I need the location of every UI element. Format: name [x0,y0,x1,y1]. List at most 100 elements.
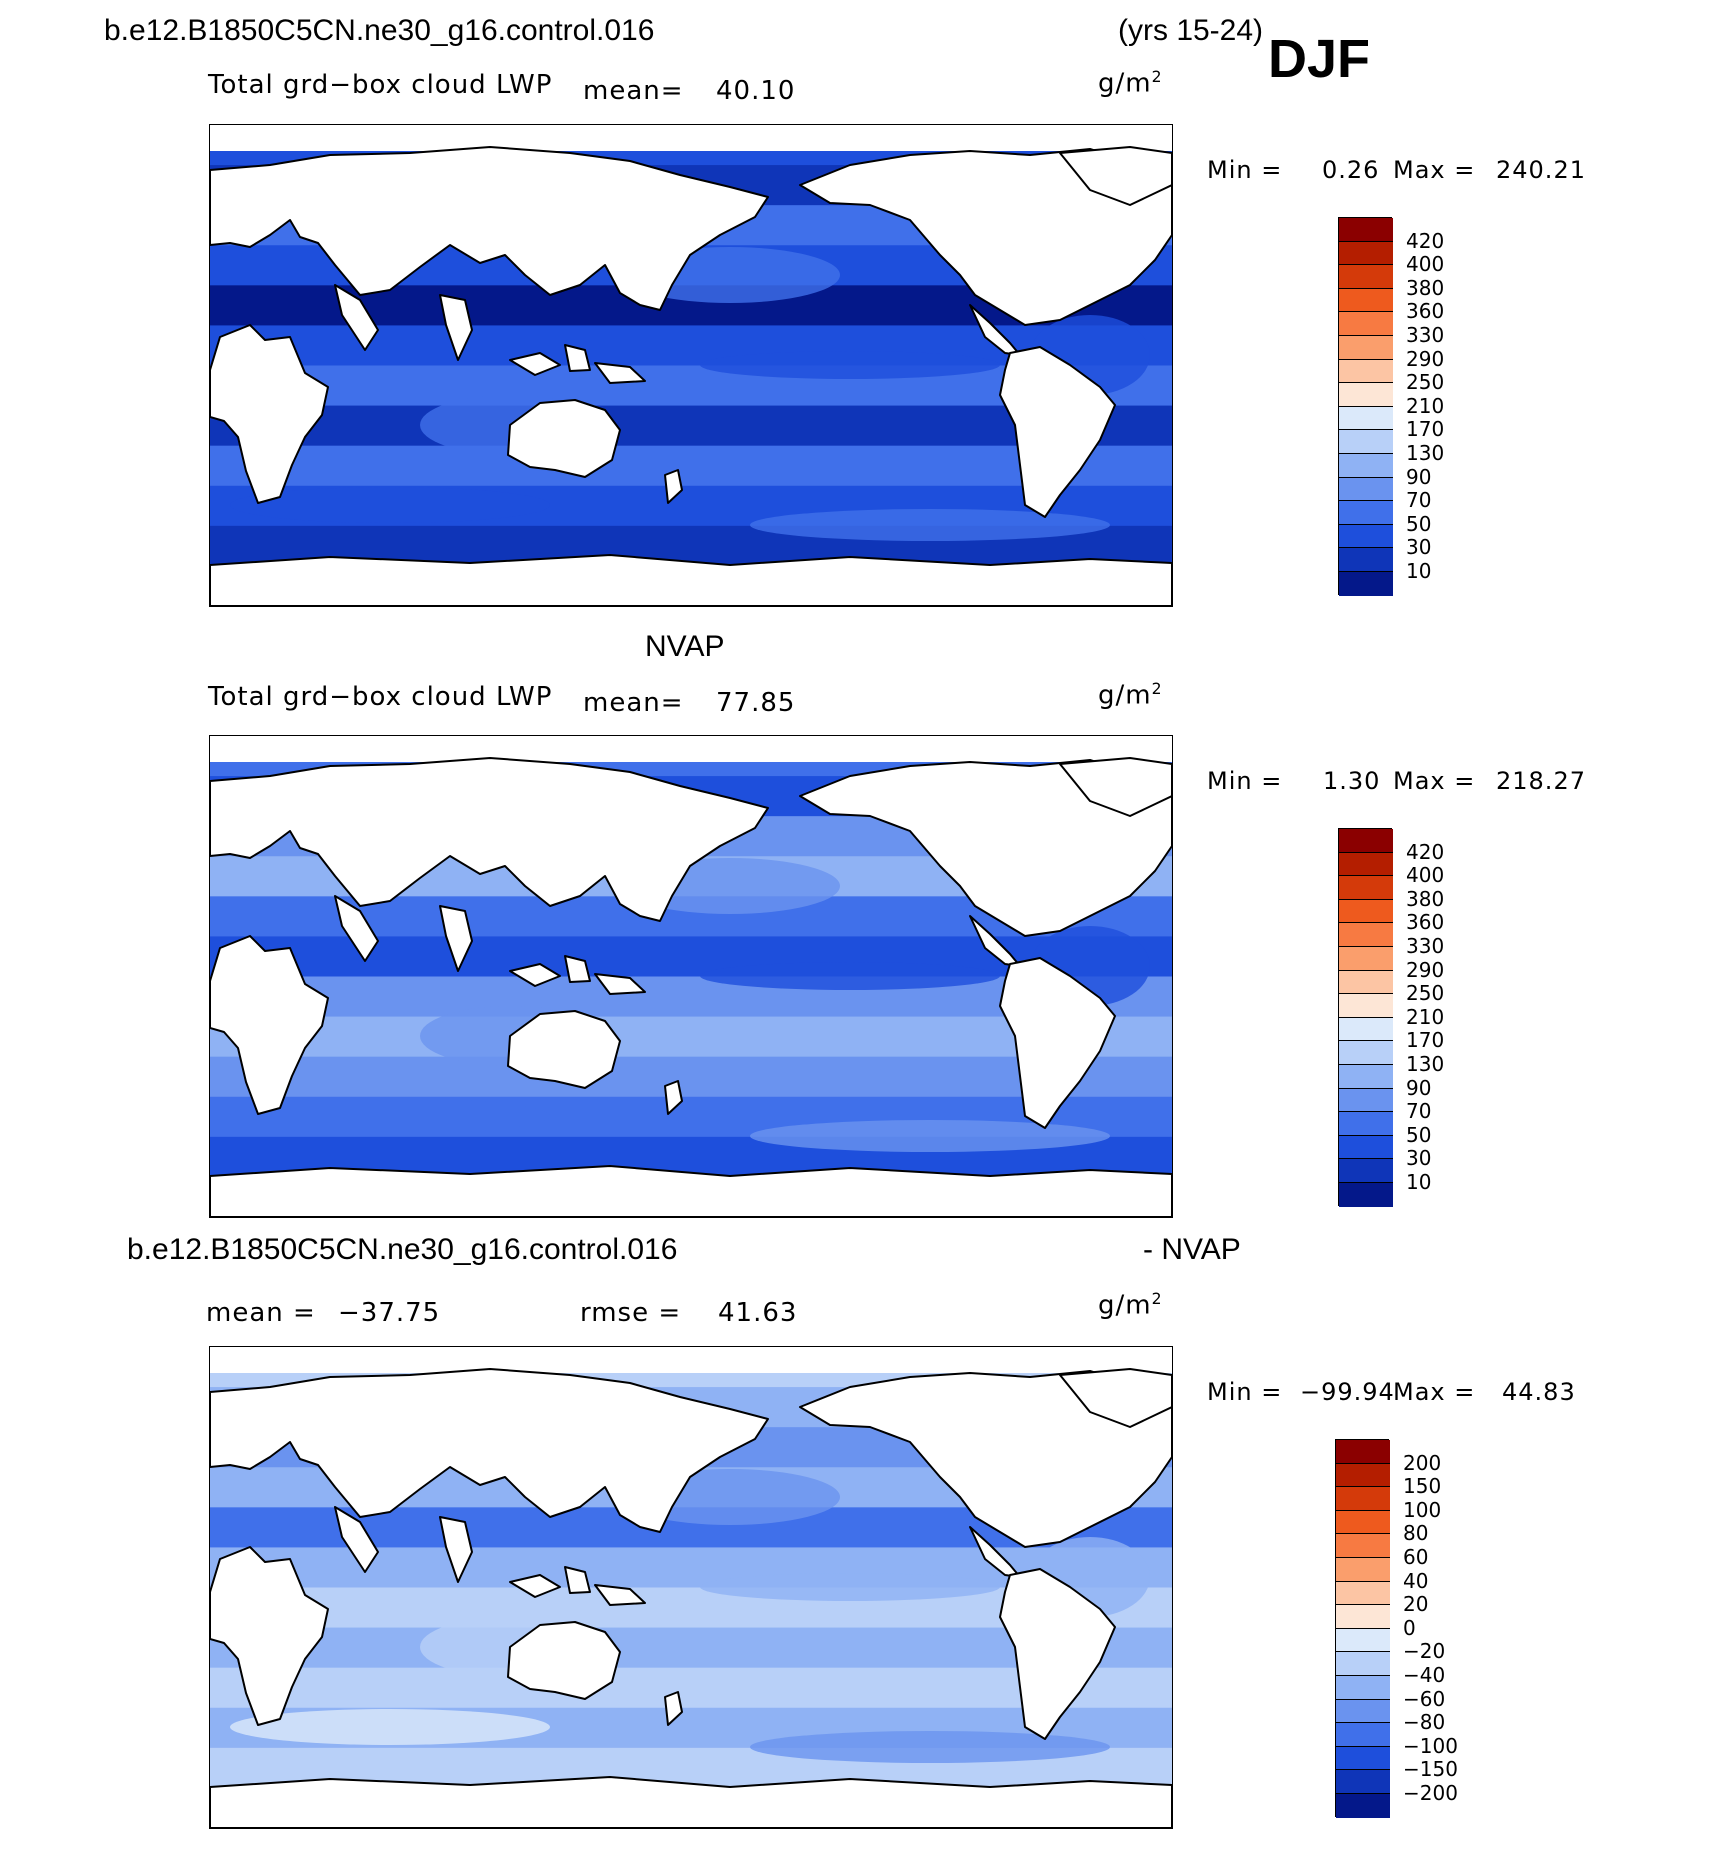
panel1-units: g/m2 [1098,68,1163,99]
panel2-min-value: 1.30 [1323,767,1381,795]
continent-outline [594,973,646,995]
years-label: (yrs 15-24) [1118,14,1264,47]
colorbar-swatch [1339,288,1393,313]
panel3-min-label: Min = [1207,1378,1283,1406]
colorbar-tick-label: 170 [1406,1028,1445,1053]
colorbar-tick-label: −150 [1403,1757,1458,1782]
panel2-max-value: 218.27 [1496,767,1586,795]
colorbar-tick-label: 380 [1406,275,1445,300]
case-title: b.e12.B1850C5CN.ne30_g16.control.016 [104,14,655,47]
colorbar-swatch [1339,829,1393,853]
continent-outline [1059,1368,1172,1428]
panel3-min-value: −99.94 [1300,1378,1395,1406]
continent-outline [664,1691,683,1726]
colorbar-tick-label: 210 [1406,393,1445,418]
panel3-rmse-label: rmse = [580,1298,682,1328]
continent-outline [210,1776,1172,1828]
continent-outline [507,1621,621,1700]
colorbar-tick-label: 400 [1406,252,1445,277]
colorbar-swatch [1339,241,1393,266]
panel3-max-value: 44.83 [1502,1378,1576,1406]
continent-outline [594,1584,646,1606]
panel2-mean-value: 77.85 [716,688,796,718]
continent-outline [507,399,621,478]
map-canvas [210,1347,1172,1828]
continent-outline [799,759,1172,937]
continent-outline [1059,757,1172,817]
colorbar-swatch [1339,946,1393,971]
continent-outline [334,895,379,962]
panel3-mean-value: −37.75 [338,1298,441,1328]
colorbar-tick-label: −80 [1403,1710,1446,1735]
colorbar-frame [1338,828,1393,1207]
colorbar-tick-label: −40 [1403,1663,1446,1687]
continent-outline [799,1370,1172,1548]
colorbar-swatch [1339,1041,1393,1065]
colorbar-tick-label: −100 [1403,1733,1458,1758]
colorbar-tick-label: 290 [1406,346,1445,371]
panel2-map [209,735,1173,1218]
cloud-field [230,1098,550,1134]
ocean-band [210,1667,1172,1709]
panel1-max-value: 240.21 [1496,156,1586,184]
colorbar-tick-label: −200 [1403,1781,1458,1805]
panel3-units: g/m2 [1098,1290,1163,1321]
panel3-title-case: b.e12.B1850C5CN.ne30_g16.control.016 [127,1233,678,1266]
colorbar-swatch [1336,1699,1390,1724]
panel2-max-label: Max = [1393,767,1476,795]
colorbar-tick-label: 90 [1406,464,1432,489]
colorbar-tick-label: 400 [1406,863,1445,888]
continent-outline [507,1010,621,1089]
colorbar-tick-label: 200 [1403,1450,1442,1475]
polar-mask [210,736,1172,762]
panel1-variable-label: Total grd−box cloud LWP [208,70,553,100]
colorbar-tick-label: 70 [1406,1099,1432,1124]
colorbar-frame [1335,1439,1390,1818]
panel3-map [209,1346,1173,1829]
map-canvas [210,736,1172,1217]
colorbar-tick-label: 360 [1406,299,1445,324]
panel3-max-label: Max = [1393,1378,1476,1406]
cloud-field [750,509,1110,541]
colorbar-tick-label: 100 [1403,1497,1442,1522]
colorbar-tick-label: 30 [1406,535,1432,560]
colorbar-tick-label: 130 [1406,1052,1445,1076]
panel3-title-suffix: - NVAP [1143,1233,1241,1266]
panel1-map [209,124,1173,607]
colorbar-tick-label: 90 [1406,1075,1432,1100]
continent-outline [999,1568,1116,1740]
panel2-variable-label: Total grd−box cloud LWP [208,682,553,712]
continent-outline [564,344,591,372]
continent-outline [210,146,769,311]
colorbar-swatch [1339,548,1393,572]
colorbar-swatch [1336,1770,1390,1794]
colorbar-swatch [1336,1675,1390,1700]
panel3-rmse-value: 41.63 [718,1298,798,1328]
colorbar-swatch [1336,1793,1390,1818]
continent-outline [799,148,1172,326]
continent-outline [509,352,561,376]
colorbar-swatch [1339,852,1393,877]
season-label: DJF [1268,29,1371,89]
colorbar-tick-label: 420 [1406,228,1445,253]
panel1-max-label: Max = [1393,156,1476,184]
continent-outline [664,469,683,504]
colorbar-swatch [1336,1510,1390,1535]
colorbar-tick-label: 150 [1403,1474,1442,1499]
panel2-min-label: Min = [1207,767,1283,795]
continent-outline [509,963,561,987]
colorbar-tick-label: 210 [1406,1004,1445,1029]
colorbar-tick-label: 290 [1406,957,1445,982]
colorbar-swatch [1339,501,1393,525]
colorbar-swatch [1336,1628,1390,1653]
colorbar-swatch [1339,265,1393,289]
colorbar-swatch [1339,406,1393,431]
ocean-band [210,1056,1172,1098]
colorbar-swatch [1339,430,1393,454]
continent-outline [334,1506,379,1573]
colorbar-tick-label: 380 [1406,886,1445,911]
map-canvas [210,125,1172,606]
colorbar-swatch [1339,970,1393,995]
continent-outline [210,554,1172,606]
colorbar-tick-label: 420 [1406,839,1445,864]
